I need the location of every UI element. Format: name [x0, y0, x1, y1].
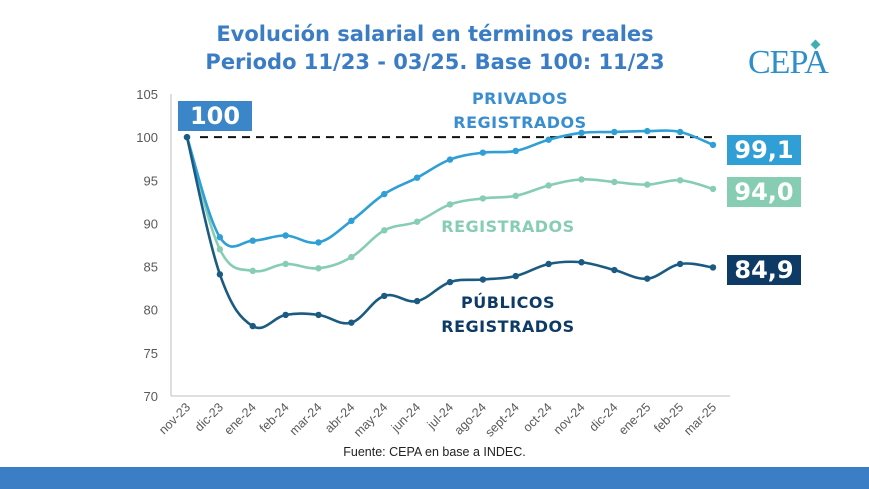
data-point — [676, 260, 684, 268]
data-point — [446, 156, 454, 163]
data-point — [249, 267, 256, 275]
data-point — [644, 275, 651, 282]
data-point — [644, 127, 651, 135]
data-point — [545, 136, 552, 143]
data-point — [216, 271, 224, 278]
chart-subtitle: Periodo 11/23 - 03/25. Base 100: 11/23 — [205, 50, 665, 74]
data-point — [446, 201, 454, 208]
data-point — [512, 272, 519, 280]
data-point — [479, 195, 487, 202]
data-point — [348, 217, 355, 225]
data-point — [413, 218, 421, 225]
data-point — [183, 133, 191, 141]
x-tick-label: ago-24 — [452, 400, 489, 437]
data-point — [282, 260, 289, 268]
x-tick-label: nov-23 — [156, 400, 193, 437]
y-tick-label: 85 — [144, 260, 158, 275]
data-point — [381, 292, 388, 300]
series-label-privados: PRIVADOS REGISTRADOS — [420, 87, 620, 135]
data-point — [578, 259, 585, 266]
end-value-publicos: 84,9 — [727, 255, 801, 285]
x-tick-label: mar-25 — [681, 400, 719, 438]
data-point — [381, 190, 388, 198]
data-point — [578, 129, 585, 137]
data-point — [282, 311, 289, 319]
x-tick-label: feb-24 — [257, 400, 292, 435]
data-point — [709, 141, 717, 149]
chart-title: Evolución salarial en términos reales — [216, 22, 654, 46]
data-point — [249, 322, 256, 330]
data-point — [216, 246, 224, 253]
data-point — [348, 319, 355, 326]
x-tick-label: ene-25 — [616, 400, 653, 437]
data-point — [512, 147, 519, 155]
data-point — [315, 311, 322, 319]
end-value-registrados: 94,0 — [727, 177, 801, 207]
y-tick-label: 75 — [144, 346, 158, 361]
data-point — [249, 237, 256, 244]
data-point — [512, 192, 519, 200]
data-point — [315, 239, 322, 246]
x-tick-label: ene-24 — [221, 400, 258, 437]
series-label-registrados: REGISTRADOS — [441, 217, 575, 236]
data-point — [216, 234, 224, 241]
data-point — [315, 265, 322, 272]
footer-bar — [0, 467, 869, 489]
data-point — [545, 182, 552, 189]
data-point — [446, 278, 454, 286]
data-point — [709, 185, 717, 193]
y-tick-label: 105 — [136, 87, 158, 102]
data-point — [545, 260, 552, 268]
data-point — [611, 128, 618, 136]
x-tick-label: dic-24 — [587, 400, 621, 434]
data-point — [709, 264, 717, 271]
data-point — [479, 276, 487, 283]
data-point — [578, 176, 585, 183]
x-tick-label: feb-25 — [651, 400, 686, 435]
series-label-publicos-line2: REGISTRADOS — [441, 317, 575, 336]
y-tick-label: 95 — [144, 173, 158, 188]
source-note: Fuente: CEPA en base a INDEC. — [343, 445, 526, 459]
x-tick-label: mar-24 — [287, 400, 325, 438]
end-value-privados: 99,1 — [727, 135, 801, 165]
data-point — [413, 297, 421, 305]
data-point — [676, 128, 684, 136]
data-point — [413, 174, 421, 181]
series-label-privados-line2: REGISTRADOS — [453, 113, 587, 132]
series-label-publicos: PÚBLICOS REGISTRADOS — [408, 291, 608, 339]
data-point — [611, 178, 618, 186]
x-tick-label: jun-24 — [388, 400, 423, 435]
start-value-label: 100 — [178, 101, 252, 131]
cepa-logo: CEPA — [748, 44, 829, 81]
data-point — [644, 181, 651, 188]
y-tick-label: 90 — [144, 216, 158, 231]
series-line-2 — [185, 136, 714, 330]
series-label-privados-line1: PRIVADOS — [471, 89, 569, 108]
data-point — [479, 149, 487, 156]
series-label-publicos-line1: PÚBLICOS — [461, 293, 555, 312]
y-tick-label: 100 — [136, 130, 158, 145]
data-point — [282, 232, 289, 239]
x-tick-label: oct-24 — [520, 400, 554, 434]
data-point — [381, 227, 388, 234]
x-tick-label: nov-24 — [551, 400, 588, 437]
data-point — [676, 177, 684, 184]
y-tick-label: 70 — [144, 389, 158, 404]
x-tick-label: dic-23 — [192, 400, 226, 434]
y-tick-label: 80 — [144, 303, 158, 318]
x-tick-label: sept-24 — [482, 400, 521, 439]
data-point — [348, 253, 355, 261]
x-tick-label: may-24 — [351, 400, 390, 439]
data-point — [611, 266, 618, 274]
